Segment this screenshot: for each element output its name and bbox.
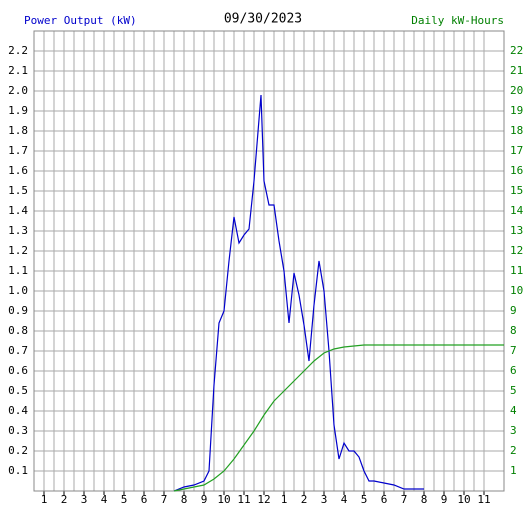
x-tick-label: 2 <box>301 493 308 506</box>
y2-tick-label: 4 <box>510 404 517 417</box>
x-tick-label: 6 <box>141 493 148 506</box>
x-tick-label: 2 <box>61 493 68 506</box>
y-tick-label: 0.4 <box>8 404 28 417</box>
y-tick-label: 2.2 <box>8 44 28 57</box>
y2-tick-label: 8 <box>510 324 517 337</box>
x-tick-label: 5 <box>121 493 128 506</box>
y2-tick-label: 21 <box>510 64 523 77</box>
x-tick-label: 12 <box>257 493 270 506</box>
y2-axis-label: Daily kW-Hours <box>411 14 504 27</box>
x-tick-label: 4 <box>101 493 108 506</box>
x-tick-label: 7 <box>161 493 168 506</box>
y-tick-label: 1.8 <box>8 124 28 137</box>
y-tick-label: 1.2 <box>8 244 28 257</box>
y-tick-label: 0.1 <box>8 464 28 477</box>
y-tick-label: 1.0 <box>8 284 28 297</box>
y-tick-label: 2.0 <box>8 84 28 97</box>
x-tick-label: 6 <box>381 493 388 506</box>
y-tick-label: 0.8 <box>8 324 28 337</box>
y2-tick-label: 2 <box>510 444 517 457</box>
y-tick-label: 1.1 <box>8 264 28 277</box>
y-tick-label: 1.7 <box>8 144 28 157</box>
y2-tick-label: 9 <box>510 304 517 317</box>
y2-tick-label: 6 <box>510 364 517 377</box>
y-tick-label: 0.6 <box>8 364 28 377</box>
y2-tick-label: 3 <box>510 424 517 437</box>
y-tick-label: 0.9 <box>8 304 28 317</box>
y2-tick-label: 5 <box>510 384 517 397</box>
x-tick-label: 11 <box>477 493 490 506</box>
y-tick-label: 0.3 <box>8 424 28 437</box>
x-tick-label: 8 <box>181 493 188 506</box>
x-tick-label: 8 <box>421 493 428 506</box>
series-line <box>173 344 504 492</box>
chart-title: 09/30/2023 <box>224 12 302 27</box>
y-tick-label: 1.3 <box>8 224 28 237</box>
x-tick-label: 3 <box>321 493 328 506</box>
x-tick-label: 1 <box>41 493 48 506</box>
x-tick-label: 7 <box>401 493 408 506</box>
x-tick-label: 9 <box>201 493 208 506</box>
x-tick-label: 10 <box>457 493 470 506</box>
x-tick-label: 10 <box>217 493 230 506</box>
y2-tick-label: 12 <box>510 244 523 257</box>
y2-tick-label: 15 <box>510 184 523 197</box>
y-tick-label: 1.4 <box>8 204 28 217</box>
y2-tick-label: 11 <box>510 264 523 277</box>
y2-tick-label: 10 <box>510 284 523 297</box>
x-tick-label: 4 <box>341 493 348 506</box>
y2-tick-label: 18 <box>510 124 523 137</box>
y-tick-label: 0.5 <box>8 384 28 397</box>
y-tick-label: 2.1 <box>8 64 28 77</box>
y-tick-label: 0.2 <box>8 444 28 457</box>
x-tick-label: 3 <box>81 493 88 506</box>
y2-tick-label: 22 <box>510 44 523 57</box>
y2-tick-label: 16 <box>510 164 523 177</box>
y2-tick-label: 17 <box>510 144 523 157</box>
series-line <box>173 94 424 492</box>
y2-tick-label: 13 <box>510 224 523 237</box>
y2-tick-label: 7 <box>510 344 517 357</box>
y-tick-label: 1.5 <box>8 184 28 197</box>
y-tick-label: 0.7 <box>8 344 28 357</box>
y-tick-label: 1.6 <box>8 164 28 177</box>
y2-tick-label: 1 <box>510 464 517 477</box>
plot-frame <box>33 30 505 492</box>
x-tick-label: 11 <box>237 493 250 506</box>
x-tick-label: 5 <box>361 493 368 506</box>
y-tick-label: 1.9 <box>8 104 28 117</box>
y2-tick-label: 19 <box>510 104 523 117</box>
x-tick-label: 9 <box>441 493 448 506</box>
x-tick-label: 1 <box>281 493 288 506</box>
y2-tick-label: 20 <box>510 84 523 97</box>
y-axis-label: Power Output (kW) <box>24 14 137 27</box>
y2-tick-label: 14 <box>510 204 524 217</box>
